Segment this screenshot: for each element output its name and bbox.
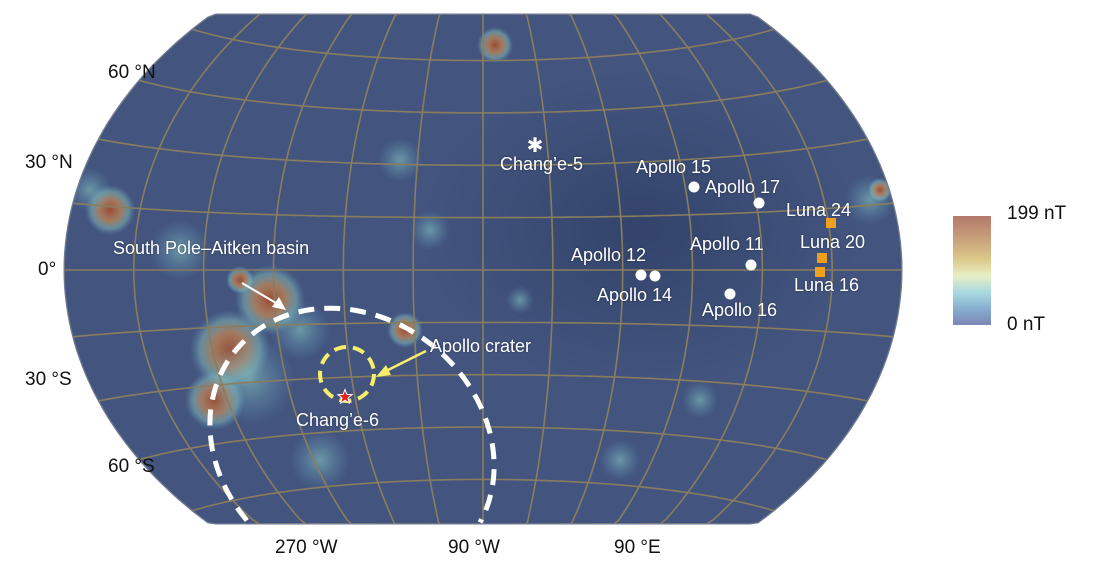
- lat-label-30s: 30 °S: [25, 369, 72, 390]
- lon-label-90w: 90 °W: [448, 537, 500, 558]
- luna20-marker: [817, 253, 827, 263]
- meridian-line: [564, 14, 694, 524]
- apollo14-marker: [649, 270, 661, 282]
- magnetic-anomaly-patch: [477, 27, 513, 63]
- change6-star-icon: [336, 388, 354, 405]
- magnetic-anomaly-patch: [378, 138, 422, 182]
- label-apollo15: Apollo 15: [636, 157, 712, 177]
- label-change5: Chang’e-5: [500, 154, 584, 174]
- magnetic-anomaly-patch: [868, 178, 892, 202]
- spa-arrow-head: [272, 297, 286, 310]
- colorbar-min-label: 0 nT: [1007, 314, 1046, 335]
- lat-label-0: 0°: [38, 259, 57, 280]
- colorbar: [953, 216, 991, 325]
- magnetic-anomaly-patch: [600, 440, 640, 480]
- apollo11-marker: [745, 259, 757, 271]
- label-apollo14: Apollo 14: [597, 285, 673, 305]
- meridian-line: [202, 14, 375, 524]
- label-change6: Chang’e-6: [296, 410, 380, 430]
- apollo12-marker: [635, 269, 647, 281]
- meridian-line: [510, 14, 554, 524]
- lon-label-270w: 270 °W: [275, 537, 338, 558]
- label-spa-basin: South Pole–Aitken basin: [113, 238, 310, 258]
- nearside-maria: [420, 70, 860, 390]
- spa-basin-outline: [207, 305, 497, 524]
- meridian-line: [272, 14, 402, 524]
- change5-asterisk-icon: ✱: [527, 135, 544, 157]
- magnetic-anomaly-patch: [682, 382, 718, 418]
- label-luna20: Luna 20: [800, 232, 866, 252]
- colorbar-max-label: 199 nT: [1007, 203, 1067, 224]
- magnetic-anomaly-patch: [205, 335, 295, 425]
- apollo16-marker: [724, 288, 736, 300]
- magnetic-anomaly-patch: [506, 286, 534, 314]
- meridian-line: [537, 14, 624, 524]
- magnetic-anomaly-patch: [290, 430, 350, 490]
- apollo15-marker: [688, 181, 700, 193]
- label-apollo12: Apollo 12: [571, 245, 647, 265]
- lat-label-60n: 60 °N: [108, 62, 156, 83]
- label-apollo17: Apollo 17: [705, 177, 781, 197]
- magnetic-anomaly-patch: [150, 220, 210, 280]
- meridian-line: [132, 14, 348, 524]
- label-apollo16: Apollo 16: [702, 300, 778, 320]
- meridian-line: [412, 14, 456, 524]
- meridian-line: [342, 14, 429, 524]
- apollo-crater-arrow: [383, 349, 427, 374]
- label-luna24: Luna 24: [786, 200, 852, 220]
- lat-label-30n: 30 °N: [25, 152, 73, 173]
- lat-label-60s: 60 °S: [108, 456, 155, 477]
- luna16-marker: [815, 267, 825, 277]
- meridian-line: [591, 14, 764, 524]
- label-apollo-crater: Apollo crater: [430, 336, 532, 356]
- magnetic-anomaly-patch: [845, 175, 895, 225]
- spa-arrow: [241, 282, 282, 307]
- meridian-line: [618, 14, 834, 524]
- label-apollo11: Apollo 11: [690, 234, 764, 254]
- luna24-marker: [826, 218, 836, 228]
- map-outline: [63, 13, 903, 525]
- apollo17-marker: [753, 197, 765, 209]
- apollo-crater-arrow-head: [376, 365, 391, 377]
- label-luna16: Luna 16: [794, 275, 860, 295]
- lon-label-90e: 90 °E: [614, 537, 661, 558]
- magnetic-anomaly-patch: [410, 210, 450, 250]
